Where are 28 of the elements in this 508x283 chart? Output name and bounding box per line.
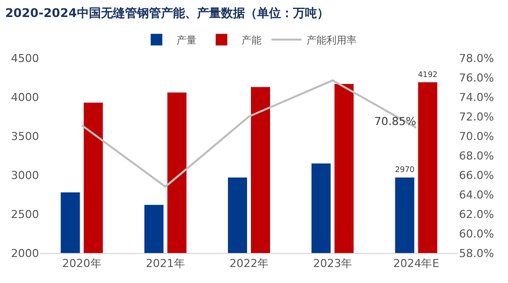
y-tick-label: 3000	[11, 168, 39, 182]
x-tick-label: 2021年	[146, 257, 185, 270]
y2-tick-label: 70.0%	[459, 130, 494, 143]
line-series	[80, 79, 418, 188]
y2-tick-label: 64.0%	[459, 188, 494, 202]
legend-label: 产能利用率	[306, 34, 356, 46]
y-tick-label: 2500	[11, 208, 39, 221]
y2-tick-label: 72.0%	[459, 110, 494, 124]
x-tick-label: 2023年	[313, 257, 352, 270]
x-tick-label: 2022年	[230, 257, 268, 270]
y2-tick-label: 60.0%	[459, 227, 494, 240]
y-tick-label: 3500	[11, 130, 39, 143]
y-tick-label: 2000	[11, 246, 39, 260]
x-tick-label: 2020年	[62, 257, 102, 270]
chart-title: 2020-2024中国无缝管钢管产能、产量数据（单位：万吨）	[5, 6, 329, 20]
legend-label: 产能	[242, 34, 262, 46]
y2-tick-label: 74.0%	[459, 90, 494, 104]
y2-tick-label: 58.0%	[459, 246, 494, 260]
x-tick-label: 2024年E	[393, 257, 440, 270]
y2-tick-label: 66.0%	[459, 168, 494, 182]
y2-tick-label: 62.0%	[459, 208, 494, 221]
y2-tick-label: 76.0%	[459, 71, 494, 84]
y-tick-label: 4000	[11, 90, 39, 104]
y2-tick-label: 78.0%	[459, 52, 494, 65]
y-tick-label: 4500	[11, 52, 39, 65]
data-label: 70.85%	[374, 114, 416, 128]
y2-tick-label: 68.0%	[459, 149, 494, 162]
legend-label: 产量	[176, 34, 196, 46]
